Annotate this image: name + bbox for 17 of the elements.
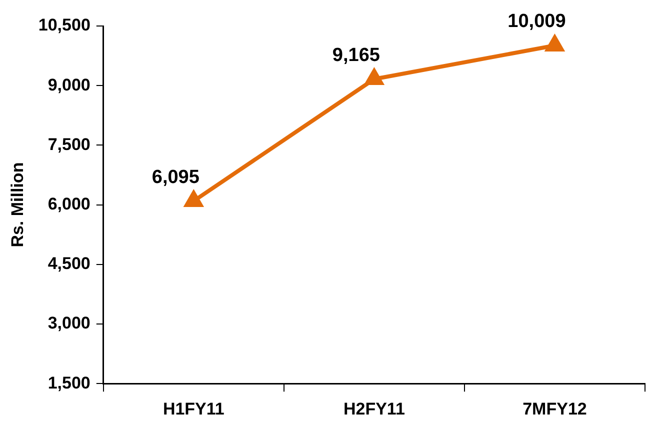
y-axis-title: Rs. Million	[8, 162, 27, 248]
y-tick-label: 9,000	[48, 75, 90, 94]
y-tick-label: 4,500	[48, 254, 90, 274]
data-label: 10,009	[508, 11, 566, 32]
data-label: 6,095	[152, 166, 200, 188]
x-tick-label: H1FY11	[162, 399, 224, 418]
y-tick-label: 7,500	[48, 134, 90, 154]
data-label: 9,165	[332, 44, 380, 66]
x-tick-label: 7MFY12	[522, 399, 587, 418]
y-tick-label: 6,000	[48, 194, 90, 214]
point	[184, 191, 203, 208]
y-tick-label: 10,500	[38, 16, 90, 35]
x-tick-label: H2FY11	[343, 399, 405, 418]
y-tick-label: 3,000	[48, 314, 90, 333]
y-tick-label: 1,500	[48, 373, 90, 392]
point	[365, 69, 384, 86]
point	[546, 36, 564, 52]
